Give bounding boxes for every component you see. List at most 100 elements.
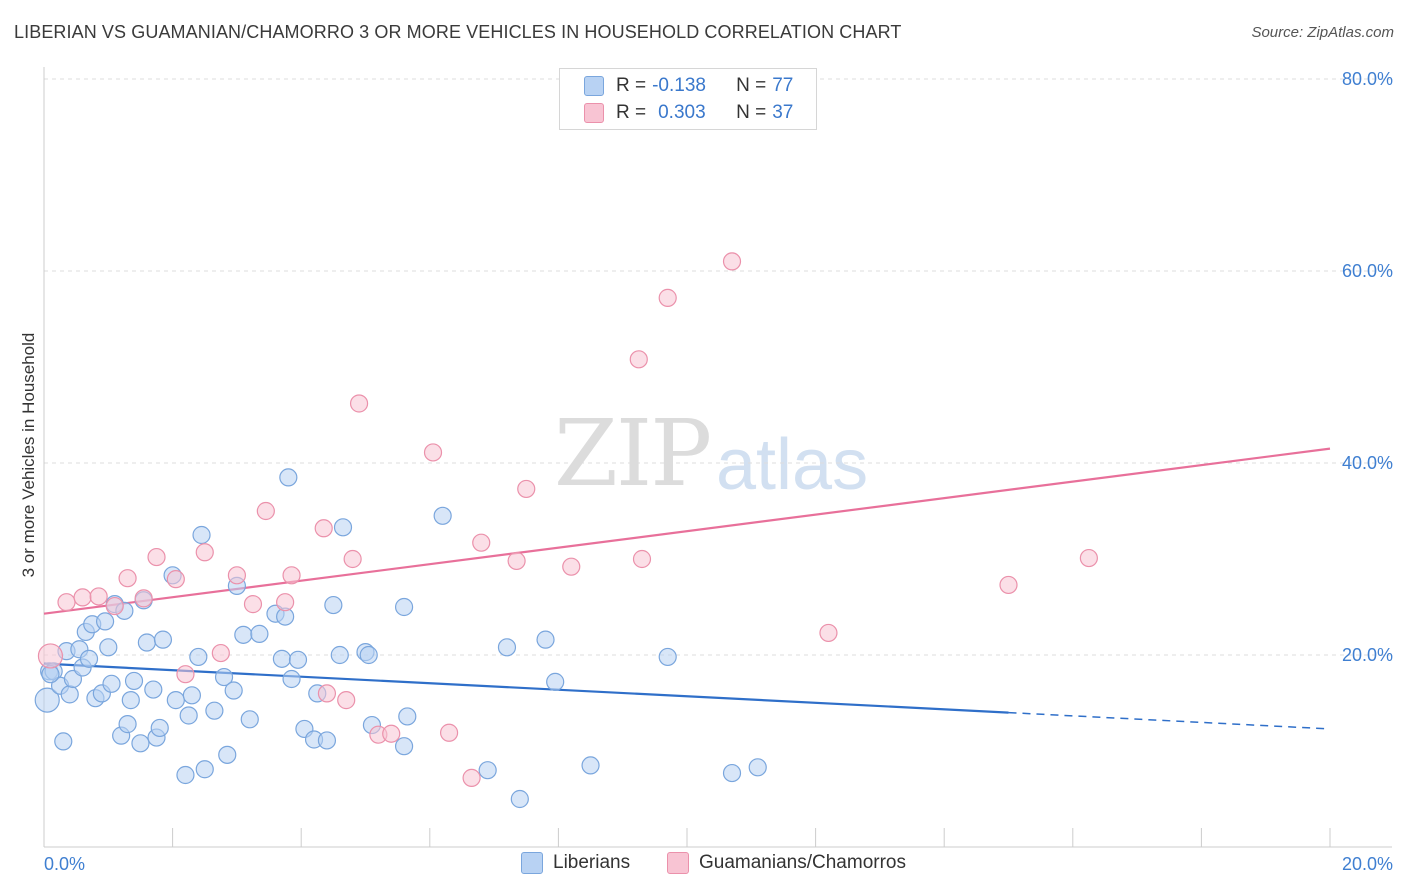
guamanian-point [282,566,301,585]
liberian-point [182,686,201,705]
liberian-point [722,763,742,783]
guamanian-point [57,593,76,612]
guamanian-point [382,724,401,743]
liberian-point [240,710,259,729]
liberian-point [102,674,121,693]
y-tick-label: 60.0% [1342,261,1393,281]
liberian-point [195,760,214,779]
liberian-point [581,756,600,775]
watermark-zip: ZIP [554,400,712,507]
correlation-legend: R = -0.138 N = 77 R = 0.303 N = 37 [559,68,817,130]
liberian-point [176,765,195,785]
liberian-point [166,691,185,710]
liberian-point [121,691,140,710]
liberian-point [317,731,337,750]
liberian-point [398,707,417,726]
legend-row-liberians: R = -0.138 N = 77 [584,73,793,99]
liberian-trend-line [43,662,1009,714]
liberian-point [60,685,79,704]
liberian-point [99,638,118,657]
guamanian-point [562,557,581,576]
liberian-point [282,669,301,689]
liberian-point [131,734,150,753]
guamanian-point [819,623,838,643]
legend-swatch-blue [521,852,543,874]
liberian-point [359,645,378,665]
liberian-point [224,681,243,700]
liberian-point [272,649,292,668]
y-tick-label: 40.0% [1342,453,1393,473]
y-tick-label: 20.0% [1342,645,1393,665]
guamanian-point [472,533,491,552]
trend-lines [43,447,1331,730]
liberian-point [510,789,529,809]
n-value: 77 [772,75,794,96]
liberian-point [214,667,234,687]
guamanian-point [423,443,443,462]
watermark-atlas: atlas [716,425,869,505]
guamanian-point [195,543,214,562]
axes [43,67,1392,848]
legend-label: Liberians [553,852,631,873]
legend-item-guamanians[interactable]: Guamanians/Chamorros [667,852,906,874]
data-points [34,252,1098,809]
guamanian-point [439,723,459,742]
guamanian-point [147,547,166,567]
guamanian-point [343,549,362,569]
liberian-point [234,625,253,644]
liberian-point [189,647,208,667]
n-label: N = [736,75,767,96]
tick-labels: 20.0% 40.0% 60.0% 80.0% 0.0% 20.0% [44,69,1393,874]
guamanian-point [227,566,246,585]
liberian-point [34,687,60,713]
liberian-point [497,638,517,657]
liberian-point [324,595,343,615]
liberian-point [536,630,555,649]
guamanian-point [89,587,108,606]
liberian-point [478,761,497,780]
liberian-point [137,633,156,652]
liberian-point [179,706,198,725]
legend-swatch-pink [584,103,604,123]
liberian-point [118,715,137,734]
liberian-point [394,597,414,617]
guamanian-point [314,519,333,538]
y-tick-label: 80.0% [1342,69,1393,89]
guamanian-point [507,551,526,571]
n-value: 37 [772,102,794,123]
legend-row-guamanians: R = 0.303 N = 37 [584,100,793,126]
liberian-point [144,680,163,699]
legend-label: Guamanians/Chamorros [699,852,906,873]
r-value: 0.303 [658,102,706,123]
liberian-point [333,518,353,537]
guamanian-point [134,589,153,608]
liberian-point [658,647,677,667]
n-label: N = [736,102,767,123]
chart-title: LIBERIAN VS GUAMANIAN/CHAMORRO 3 OR MORE… [14,22,902,42]
guamanian-point [317,684,337,703]
guamanian-point [118,569,137,588]
guamanian-point [632,549,652,569]
x-tick-label: 0.0% [44,854,85,874]
liberian-point [124,671,144,691]
guamanian-point [337,691,356,710]
guamanian-point [105,596,124,616]
legend-item-liberians[interactable]: Liberians [521,852,630,874]
guamanian-point [658,288,677,307]
liberian-point [192,525,211,545]
liberian-trend-extension [1008,711,1331,730]
guamanian-point [349,394,369,413]
legend-swatch-blue [584,76,604,96]
guamanian-point [73,588,92,607]
liberian-point [279,468,298,487]
guamanian-point [722,252,742,271]
liberian-point [218,745,237,764]
guamanian-point [1079,548,1098,568]
series-legend: Liberians Guamanians/Chamorros [0,850,1406,880]
liberian-point [250,624,269,643]
liberian-point [748,758,767,777]
r-label: R = [616,75,647,96]
r-value: -0.138 [652,75,706,96]
source-label: Source: ZipAtlas.com [1251,24,1394,41]
